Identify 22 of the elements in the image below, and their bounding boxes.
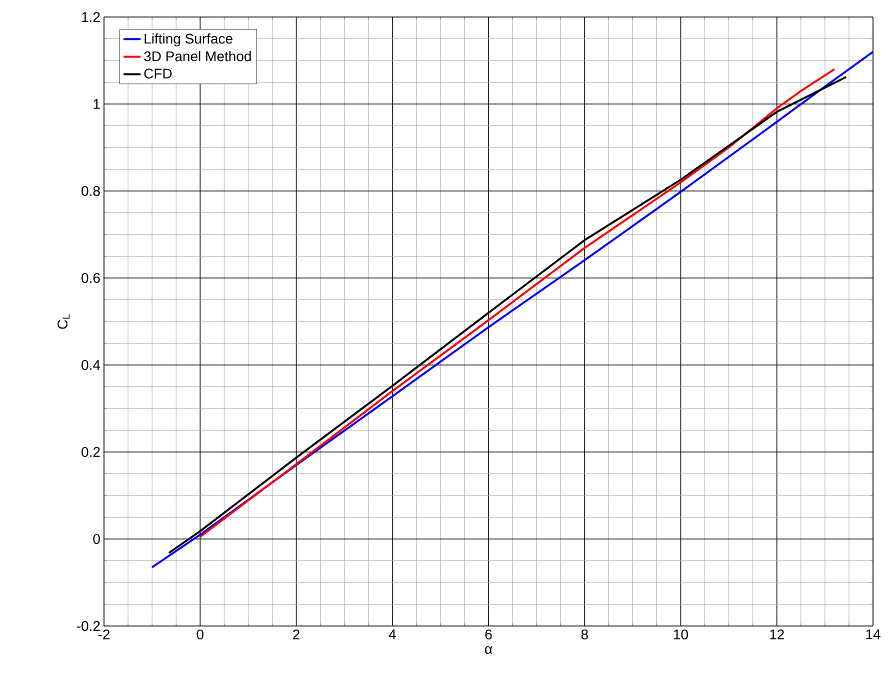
x-axis-title: α: [485, 646, 492, 654]
legend-label: Lifting Surface: [144, 33, 232, 46]
legend-label: 3D Panel Method: [144, 50, 251, 62]
x-tick-label: 4: [388, 630, 396, 640]
y-tick-label: 1: [94, 99, 100, 109]
x-tick-label: -2: [98, 630, 110, 640]
y-tick-label: 0: [93, 534, 100, 544]
x-tick-label: 6: [485, 630, 492, 640]
x-tick-label: 8: [581, 630, 588, 640]
y-tick-label: 1.2: [82, 12, 100, 22]
x-tick-label: 12: [770, 630, 784, 640]
y-tick-label: 0.6: [82, 273, 100, 283]
y-tick-label: 0.8: [82, 186, 100, 196]
legend-label: CFD: [144, 68, 172, 79]
x-tick-label: 0: [196, 630, 204, 640]
y-tick-label: -0.2: [76, 621, 100, 631]
x-tick-label: 2: [293, 630, 300, 640]
x-tick-label: 10: [674, 630, 688, 640]
y-axis-title: C$_{L}$: [58, 314, 70, 329]
y-tick-label: 0.2: [82, 447, 100, 457]
x-tick-label: 14: [866, 630, 880, 640]
y-tick-label: 0.4: [82, 360, 100, 370]
